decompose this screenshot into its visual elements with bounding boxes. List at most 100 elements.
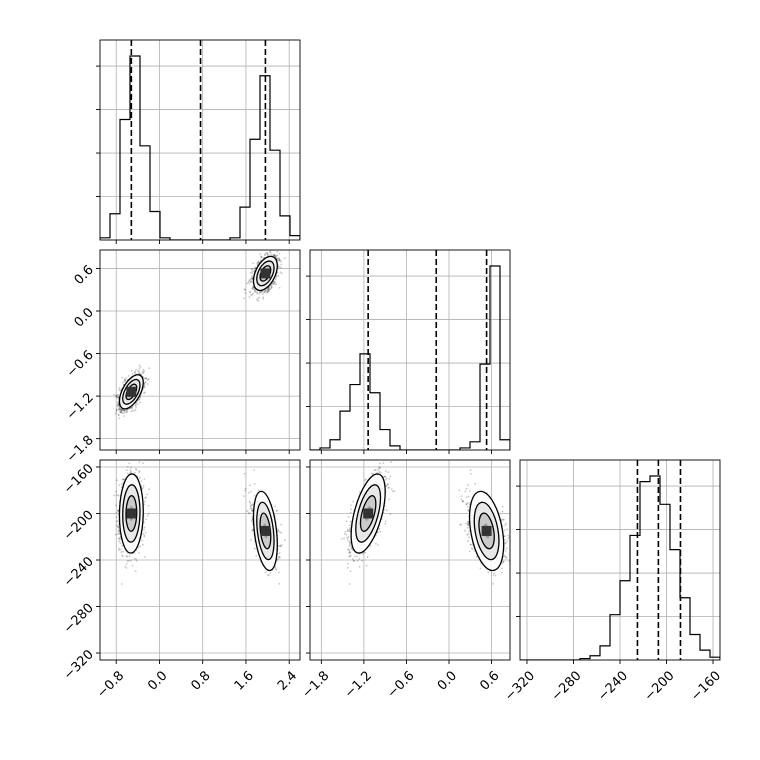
sample-point bbox=[249, 271, 252, 274]
sample-point bbox=[256, 297, 259, 300]
sample-point bbox=[116, 404, 119, 407]
sample-point bbox=[122, 555, 124, 558]
sample-point bbox=[145, 518, 148, 521]
sample-point bbox=[260, 255, 263, 258]
sample-point bbox=[251, 504, 253, 506]
sample-point bbox=[117, 526, 120, 529]
sample-point bbox=[258, 290, 261, 293]
sample-point bbox=[139, 545, 141, 548]
sample-point bbox=[131, 372, 134, 375]
sample-point bbox=[124, 409, 126, 412]
sample-point bbox=[145, 377, 147, 380]
sample-point bbox=[113, 494, 116, 497]
sample-point bbox=[271, 285, 273, 287]
x-tick-label: −200 bbox=[642, 668, 678, 704]
sample-point bbox=[127, 374, 130, 377]
sample-point bbox=[115, 396, 118, 398]
sample-point bbox=[278, 252, 281, 255]
sample-point bbox=[116, 394, 118, 396]
sample-point bbox=[277, 558, 279, 560]
sample-point bbox=[119, 542, 122, 545]
sample-point bbox=[280, 523, 283, 526]
sample-point bbox=[143, 526, 146, 529]
sample-point bbox=[120, 483, 123, 486]
sample-point bbox=[262, 293, 264, 295]
sample-point bbox=[118, 389, 121, 391]
sample-point bbox=[273, 254, 276, 257]
sample-point bbox=[259, 259, 262, 262]
x-tick-label: −240 bbox=[595, 668, 631, 704]
sample-point bbox=[263, 290, 266, 293]
sample-point bbox=[249, 277, 252, 280]
sample-point bbox=[275, 283, 277, 286]
panel-content bbox=[113, 461, 286, 585]
sample-point bbox=[145, 496, 147, 499]
sample-point bbox=[276, 254, 279, 257]
contour-line bbox=[252, 255, 278, 292]
sample-point bbox=[126, 466, 129, 468]
sample-point bbox=[118, 417, 121, 420]
sample-point bbox=[253, 266, 256, 269]
sample-point bbox=[260, 256, 263, 259]
sample-point bbox=[142, 484, 145, 487]
sample-point bbox=[277, 274, 280, 277]
sample-point bbox=[264, 254, 267, 257]
sample-point bbox=[130, 410, 133, 413]
sample-point bbox=[119, 409, 122, 412]
sample-point bbox=[256, 262, 259, 265]
sample-point bbox=[265, 289, 267, 292]
sample-point bbox=[117, 529, 120, 532]
sample-point bbox=[114, 412, 117, 415]
sample-point bbox=[143, 386, 146, 388]
sample-point bbox=[121, 554, 123, 557]
sample-point bbox=[267, 288, 270, 291]
sample-point bbox=[138, 370, 141, 373]
sample-point bbox=[273, 254, 276, 256]
sample-point bbox=[118, 532, 121, 534]
sample-point bbox=[122, 478, 125, 481]
sample-point bbox=[141, 372, 144, 374]
sample-point bbox=[143, 535, 146, 538]
sample-point bbox=[278, 530, 281, 533]
sample-point bbox=[115, 524, 118, 527]
sample-point bbox=[131, 409, 134, 412]
sample-point bbox=[280, 272, 283, 275]
x-tick-label: 0.8 bbox=[189, 668, 214, 693]
sample-point bbox=[117, 509, 120, 512]
sample-point bbox=[252, 262, 255, 265]
sample-point bbox=[129, 469, 132, 472]
sample-point bbox=[120, 583, 123, 585]
sample-point bbox=[146, 493, 148, 496]
sample-point bbox=[251, 287, 254, 290]
sample-point bbox=[143, 534, 146, 536]
sample-point bbox=[259, 253, 262, 255]
sample-point bbox=[270, 288, 272, 290]
sample-point bbox=[272, 254, 275, 256]
sample-point bbox=[280, 263, 283, 266]
sample-point bbox=[140, 480, 143, 483]
sample-point bbox=[138, 364, 141, 367]
x-tick-label: −160 bbox=[688, 668, 724, 704]
sample-point bbox=[267, 248, 269, 250]
sample-point bbox=[264, 289, 267, 292]
sample-point bbox=[263, 291, 265, 293]
sample-point bbox=[141, 539, 143, 542]
sample-point bbox=[278, 257, 280, 259]
sample-point bbox=[136, 403, 139, 405]
sample-point bbox=[142, 370, 144, 373]
sample-point bbox=[280, 260, 282, 263]
sample-point bbox=[125, 411, 128, 414]
sample-point bbox=[118, 406, 120, 409]
sample-point bbox=[246, 282, 249, 285]
sample-point bbox=[252, 285, 254, 288]
sample-point bbox=[118, 549, 120, 551]
sample-point bbox=[143, 478, 146, 480]
sample-point bbox=[137, 399, 140, 401]
sample-point bbox=[134, 467, 137, 470]
sample-point bbox=[266, 251, 269, 254]
sample-point bbox=[123, 409, 126, 412]
sample-point bbox=[134, 371, 136, 374]
sample-point bbox=[274, 277, 277, 279]
sample-point bbox=[274, 281, 276, 283]
